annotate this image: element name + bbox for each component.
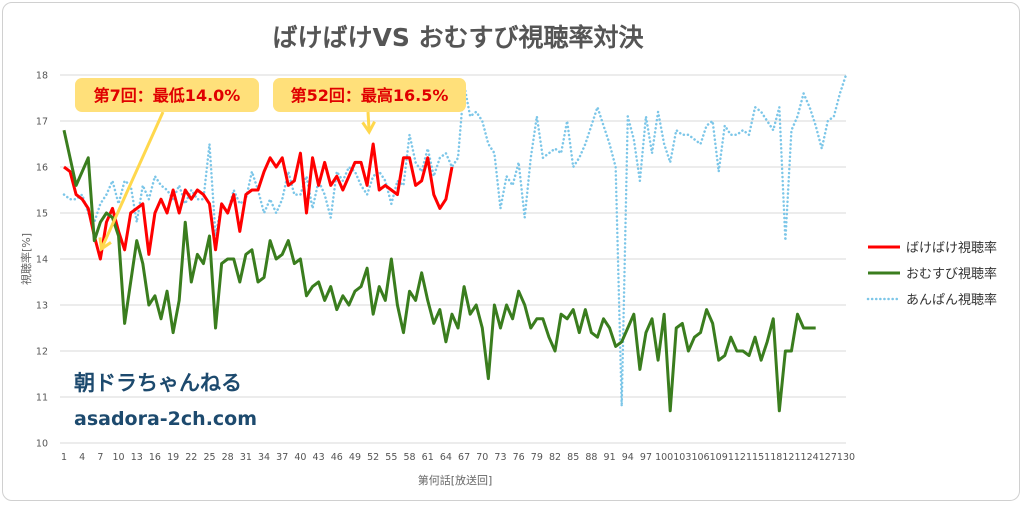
x-tick-label: 88 bbox=[585, 452, 597, 463]
x-tick-label: 13 bbox=[131, 452, 143, 463]
x-tick-label: 121 bbox=[782, 452, 800, 463]
annotation-box bbox=[273, 78, 466, 112]
annotation-text: 第7回：最低14.0% bbox=[94, 86, 241, 105]
x-tick-label: 127 bbox=[819, 452, 837, 463]
series-line-3 bbox=[62, 73, 848, 408]
x-tick-label: 109 bbox=[710, 452, 728, 463]
y-tick-label: 10 bbox=[36, 439, 48, 450]
x-tick-label: 61 bbox=[422, 452, 434, 463]
legend-entry: おむすび視聴率 bbox=[906, 266, 997, 282]
x-tick-label: 103 bbox=[673, 452, 691, 463]
y-axis-label: 視聴率[%] bbox=[19, 233, 33, 285]
x-tick-label: 124 bbox=[801, 452, 819, 463]
watermark-url: asadora-2ch.com bbox=[74, 408, 257, 430]
arrowhead bbox=[98, 237, 112, 252]
arrowhead bbox=[361, 120, 376, 135]
annotation-arrow bbox=[100, 111, 165, 250]
y-tick-label: 18 bbox=[36, 71, 48, 82]
x-tick-label: 28 bbox=[222, 452, 234, 463]
x-tick-label: 19 bbox=[167, 452, 179, 463]
x-tick-label: 4 bbox=[79, 452, 85, 463]
x-tick-label: 94 bbox=[622, 452, 634, 463]
x-tick-label: 118 bbox=[764, 452, 782, 463]
legend-entry: ばけばけ視聴率 bbox=[906, 240, 997, 256]
y-tick-label: 14 bbox=[36, 255, 48, 266]
x-tick-label: 58 bbox=[403, 452, 415, 463]
x-tick-label: 7 bbox=[97, 452, 103, 463]
x-tick-label: 106 bbox=[691, 452, 709, 463]
x-tick-label: 40 bbox=[294, 452, 306, 463]
x-tick-label: 85 bbox=[567, 452, 579, 463]
x-tick-label: 46 bbox=[331, 452, 343, 463]
annotation-callout: 第7回：最低14.0% bbox=[75, 78, 259, 252]
x-tick-label: 67 bbox=[458, 452, 470, 463]
annotation-box bbox=[75, 78, 259, 112]
x-tick-label: 91 bbox=[604, 452, 616, 463]
annotation-callout: 第52回：最高16.5% bbox=[273, 78, 466, 135]
x-tick-label: 76 bbox=[513, 452, 525, 463]
x-tick-label: 34 bbox=[258, 452, 270, 463]
x-tick-label: 73 bbox=[494, 452, 506, 463]
y-tick-label: 15 bbox=[36, 209, 48, 220]
x-tick-label: 31 bbox=[240, 452, 252, 463]
x-tick-label: 97 bbox=[640, 452, 652, 463]
y-tick-label: 11 bbox=[36, 393, 48, 404]
x-tick-label: 43 bbox=[313, 452, 325, 463]
x-tick-label: 82 bbox=[549, 452, 561, 463]
x-tick-label: 22 bbox=[185, 452, 197, 463]
x-tick-label: 10 bbox=[113, 452, 125, 463]
x-tick-label: 25 bbox=[203, 452, 215, 463]
series-line-1 bbox=[63, 142, 454, 261]
x-tick-label: 70 bbox=[476, 452, 488, 463]
series-line-2 bbox=[62, 129, 816, 413]
y-tick-label: 12 bbox=[36, 347, 48, 358]
x-tick-label: 16 bbox=[149, 452, 161, 463]
x-tick-label: 55 bbox=[385, 452, 397, 463]
y-tick-label: 13 bbox=[36, 301, 48, 312]
x-tick-label: 1 bbox=[61, 452, 67, 463]
y-tick-label: 16 bbox=[36, 163, 48, 174]
annotation-text: 第52回：最高16.5% bbox=[291, 86, 449, 105]
x-tick-label: 49 bbox=[349, 452, 361, 463]
x-tick-label: 112 bbox=[728, 452, 746, 463]
watermark-site-name: 朝ドラちゃんねる bbox=[74, 371, 242, 395]
x-tick-label: 79 bbox=[531, 452, 543, 463]
x-tick-label: 64 bbox=[440, 452, 452, 463]
x-tick-label: 37 bbox=[276, 452, 288, 463]
chart-title: ばけばけVS おむすび視聴率対決 bbox=[272, 23, 644, 52]
x-tick-label: 100 bbox=[655, 452, 673, 463]
legend-entry: あんぱん視聴率 bbox=[906, 292, 997, 308]
annotation-arrow bbox=[366, 111, 371, 133]
x-tick-label: 130 bbox=[837, 452, 855, 463]
x-tick-label: 52 bbox=[367, 452, 379, 463]
x-axis-label: 第何話[放送回] bbox=[418, 473, 493, 487]
x-tick-label: 115 bbox=[746, 452, 764, 463]
y-tick-label: 17 bbox=[36, 117, 48, 128]
